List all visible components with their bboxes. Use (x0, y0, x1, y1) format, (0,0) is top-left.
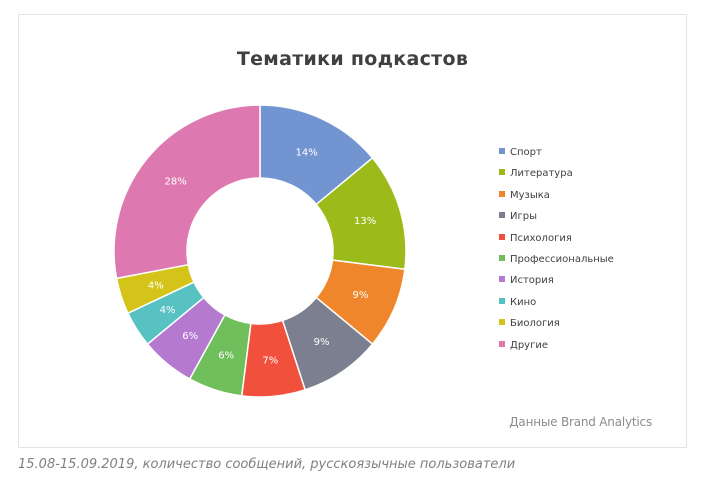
chart-frame: Тематики подкастов 14% 13% 9% 9% 7% 6% 6% 4% 4% 2… (18, 14, 687, 448)
slice-label-2: 9% (353, 290, 369, 301)
legend-swatch (499, 254, 505, 261)
legend-label: Биология (510, 318, 560, 330)
legend-label: Игры (510, 211, 537, 223)
slice-9 (113, 104, 261, 280)
legend-swatch (499, 148, 505, 154)
slice-label-3: 9% (314, 337, 330, 348)
slice-label-6: 6% (182, 331, 198, 342)
legend-item: Биология (499, 313, 614, 334)
legend-item: Музыка (499, 185, 614, 206)
legend-item: Психология (499, 228, 614, 249)
legend-swatch (499, 233, 505, 240)
legend-swatch (499, 212, 505, 219)
legend-item: Другие (499, 335, 614, 356)
legend-item: Спорт (499, 142, 614, 163)
slice-label-0: 14% (296, 147, 318, 158)
legend-item: Игры (499, 206, 614, 227)
legend-item: История (499, 270, 614, 291)
legend-label: Литература (510, 168, 573, 180)
slice-label-5: 6% (218, 351, 234, 362)
legend-label: Музыка (510, 189, 550, 201)
legend-label: Другие (510, 339, 548, 351)
legend-item: Кино (499, 292, 614, 313)
source-note: Данные Brand Analytics (509, 415, 652, 429)
chart-caption: 15.08-15.09.2019, количество сообщений, … (18, 457, 516, 472)
chart-legend: Спорт Литература Музыка Игры Психология Профе… (499, 142, 614, 356)
legend-swatch (499, 297, 505, 304)
donut-chart: 14% 13% 9% 9% 7% 6% 6% 4% 4% 28% (113, 104, 407, 398)
legend-item: Литература (499, 163, 614, 184)
legend-swatch (499, 276, 505, 283)
legend-swatch (499, 190, 505, 197)
legend-swatch (499, 319, 505, 326)
legend-swatch (499, 169, 505, 176)
legend-label: История (510, 275, 554, 287)
legend-swatch (499, 340, 505, 347)
slice-label-4: 7% (262, 356, 278, 367)
slice-label-7: 4% (160, 305, 176, 316)
slice-label-1: 13% (354, 216, 376, 227)
slice-label-8: 4% (148, 280, 164, 291)
legend-label: Кино (510, 296, 537, 308)
legend-label: Спорт (510, 147, 542, 158)
slice-label-9: 28% (165, 177, 187, 188)
legend-label: Профессиональные (510, 253, 614, 265)
chart-title: Тематики подкастов (236, 48, 469, 70)
legend-item: Профессиональные (499, 249, 614, 270)
legend-label: Психология (510, 232, 572, 244)
